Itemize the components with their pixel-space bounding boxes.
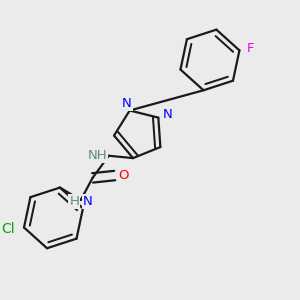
Text: O: O: [118, 169, 129, 182]
Text: N: N: [83, 195, 93, 208]
Text: N: N: [162, 108, 172, 121]
Text: Cl: Cl: [2, 222, 15, 236]
Text: F: F: [247, 42, 254, 56]
Text: N: N: [122, 97, 132, 110]
Text: NH: NH: [88, 149, 107, 162]
Text: H: H: [69, 195, 79, 208]
